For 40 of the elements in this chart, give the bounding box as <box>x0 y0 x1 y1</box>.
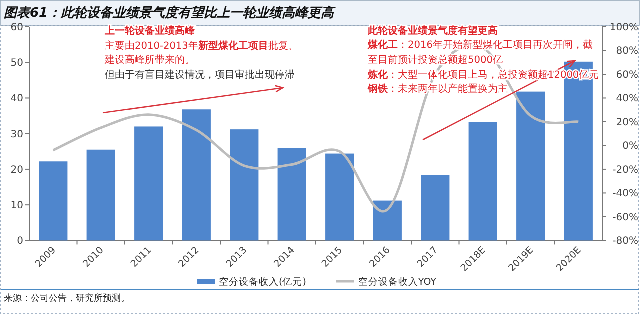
chart-title: 图表61：此轮设备业绩景气度有望比上一轮业绩高峰更高 <box>4 5 338 21</box>
legend-label: 空分设备收入YOY <box>358 276 437 288</box>
y-tick-label: 50 <box>10 58 24 70</box>
y2-tick-label: 100% <box>610 22 638 34</box>
y2-tick-label: 40% <box>616 94 638 105</box>
annotation: 建设高峰所带来的。 <box>104 54 195 66</box>
y2-tick-label: 0% <box>622 141 638 152</box>
bar <box>230 130 259 241</box>
y-tick-label: 60 <box>10 22 24 34</box>
annotation: 主要由2010-2013年新型煤化工项目批复、 <box>105 40 298 52</box>
y2-tick-label: -20% <box>612 164 638 176</box>
bar <box>421 175 450 241</box>
annotation: 此轮设备业绩景气度有望更高 <box>367 25 498 37</box>
y2-tick-label: -60% <box>612 212 638 224</box>
y2-tick-label: 80% <box>616 46 638 58</box>
y-tick-label: 0 <box>17 236 24 248</box>
bar <box>468 122 498 241</box>
bar <box>278 148 306 241</box>
annotation: 上一轮设备业绩高峰 <box>104 25 196 37</box>
bar <box>326 154 354 241</box>
bar <box>516 92 546 241</box>
bar <box>134 126 164 241</box>
y-tick-label: 10 <box>10 200 24 212</box>
bar <box>86 150 116 241</box>
y2-tick-label: -80% <box>612 236 638 248</box>
y-tick-label: 40 <box>10 94 24 105</box>
annotation: 钢铁：未来两年以产能置换为主 <box>367 83 508 95</box>
source-note: 来源：公司公告，研究所预测。 <box>4 293 130 304</box>
bar <box>39 162 68 241</box>
y-tick-label: 30 <box>10 129 24 140</box>
annotation: 至目前预计投资总额超5000亿 <box>368 54 503 66</box>
y2-tick-label: 20% <box>616 117 638 128</box>
y-tick-label: 20 <box>10 164 24 176</box>
annotation: 但由于有盲目建设情况，项目审批出现停滞 <box>105 69 295 81</box>
annotation: 煤化工：2016年开始新型煤化工项目再次开闸，截 <box>367 39 593 51</box>
bar <box>182 110 211 241</box>
legend-label: 空分设备收入(亿元) <box>219 276 306 288</box>
y2-tick-label: 60% <box>616 70 638 81</box>
bar <box>373 200 402 241</box>
y2-tick-label: -40% <box>612 188 638 200</box>
